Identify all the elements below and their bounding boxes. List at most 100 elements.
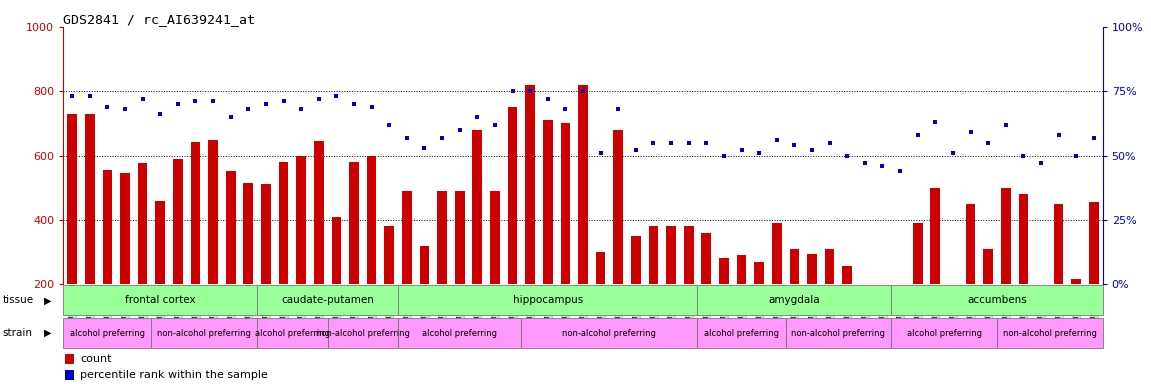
Bar (384, 226, 394, 284)
Point (785, 142, 803, 148)
Bar (279, 162, 289, 284)
Bar (790, 249, 799, 284)
Point (98, 104, 116, 110)
Point (768, 137, 786, 143)
Bar (420, 246, 429, 284)
Point (380, 122, 398, 128)
Point (961, 129, 980, 136)
Point (1067, 152, 1085, 159)
Point (239, 106, 258, 112)
Point (1031, 160, 1050, 166)
Point (891, 168, 909, 174)
Point (257, 101, 275, 107)
Point (116, 106, 135, 112)
Text: ▶: ▶ (44, 295, 52, 306)
Point (609, 106, 627, 112)
Point (327, 93, 345, 99)
Point (486, 122, 504, 128)
Bar (398, 318, 521, 348)
Bar (772, 223, 782, 284)
Text: non-alcohol preferring: non-alcohol preferring (158, 329, 251, 338)
Bar (349, 162, 359, 284)
Bar (328, 318, 398, 348)
Text: alcohol preferring: alcohol preferring (70, 329, 145, 338)
Bar (1072, 279, 1081, 284)
Text: frontal cortex: frontal cortex (124, 295, 196, 306)
Text: count: count (81, 354, 112, 364)
Point (168, 101, 186, 107)
Bar (257, 285, 398, 316)
Bar (120, 172, 130, 284)
Point (521, 88, 540, 94)
Bar (966, 204, 975, 284)
Bar (63, 318, 152, 348)
Bar (296, 156, 306, 284)
Bar (701, 233, 711, 284)
Bar (367, 156, 376, 284)
Bar (243, 184, 253, 284)
Bar (877, 284, 887, 286)
Point (573, 88, 592, 94)
Bar (596, 252, 605, 284)
Point (363, 104, 381, 110)
Text: non-alcohol preferring: non-alcohol preferring (792, 329, 885, 338)
Point (592, 150, 610, 156)
Point (980, 139, 998, 146)
Bar (754, 262, 764, 284)
Point (468, 114, 487, 120)
Point (802, 147, 821, 154)
Text: GDS2841 / rc_AI639241_at: GDS2841 / rc_AI639241_at (63, 13, 256, 26)
Point (1014, 152, 1032, 159)
Bar (102, 170, 112, 284)
Bar (698, 285, 891, 316)
Bar (983, 249, 993, 284)
Bar (891, 318, 997, 348)
Point (539, 96, 557, 102)
Point (750, 150, 769, 156)
Text: accumbens: accumbens (967, 295, 1027, 306)
Bar (891, 285, 1103, 316)
Point (63, 93, 82, 99)
Bar (684, 226, 694, 284)
Bar (331, 217, 341, 284)
Bar (786, 318, 891, 348)
Text: non-alcohol preferring: non-alcohol preferring (315, 329, 410, 338)
Point (556, 106, 574, 112)
Bar (543, 120, 552, 284)
Point (1084, 134, 1103, 141)
Bar (631, 236, 641, 284)
Bar (895, 284, 905, 294)
Point (715, 152, 733, 159)
Point (503, 88, 521, 94)
Point (134, 96, 152, 102)
Bar (508, 107, 517, 284)
Point (645, 139, 663, 146)
Text: non-alcohol preferring: non-alcohol preferring (563, 329, 656, 338)
Point (927, 119, 945, 125)
Point (732, 147, 750, 154)
Bar (226, 170, 236, 284)
Point (433, 134, 451, 141)
Bar (155, 200, 165, 284)
Bar (1001, 188, 1011, 284)
Bar (472, 130, 482, 284)
Bar (191, 142, 200, 284)
Point (204, 98, 222, 104)
Bar (208, 140, 218, 284)
Point (186, 98, 205, 104)
Point (292, 106, 311, 112)
Text: percentile rank within the sample: percentile rank within the sample (81, 370, 268, 380)
Bar (1036, 284, 1046, 286)
Text: ▶: ▶ (44, 328, 52, 338)
Bar (698, 318, 786, 348)
Point (81, 93, 99, 99)
Bar (843, 266, 852, 284)
Bar (561, 123, 570, 284)
Bar (613, 130, 623, 284)
Bar (402, 191, 412, 284)
Point (274, 98, 292, 104)
Text: caudate-putamen: caudate-putamen (281, 295, 374, 306)
Bar (1019, 194, 1028, 284)
Bar (666, 226, 676, 284)
Bar (578, 85, 588, 284)
